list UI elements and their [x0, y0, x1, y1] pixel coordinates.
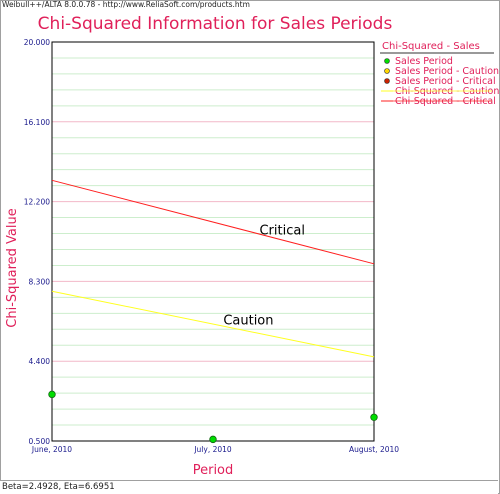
annotation-label: Critical: [259, 223, 304, 238]
y-tick-label: 4.400: [29, 357, 51, 366]
parameter-readout: Beta=2.4928, Eta=6.6951: [2, 482, 115, 492]
series-layer: [48, 179, 378, 444]
x-tick-label: August, 2010: [349, 445, 399, 454]
legend-title: Chi-Squared - Sales: [382, 41, 480, 52]
app-banner: Weibull++/ALTA 8.0.0.78 - http://www.Rel…: [2, 0, 250, 9]
legend-entry-label: Sales Period: [395, 56, 453, 67]
annotations: Critical Caution: [223, 223, 305, 328]
legend-entry-label: Chi-Squared - Critical: [395, 96, 496, 107]
chart-title: Chi-Squared Information for Sales Period…: [37, 14, 393, 34]
sales-period-point: [370, 413, 378, 421]
sales-period-point: [209, 435, 217, 444]
x-axis-title: Period: [193, 463, 234, 478]
caution-line: [51, 290, 375, 358]
y-tick-label: 0.500: [29, 437, 51, 446]
annotation-label: Caution: [223, 313, 273, 328]
plot-area-border: [51, 41, 375, 442]
legend-entry-label: Sales Period - Caution: [395, 66, 499, 77]
legend-marker: [384, 58, 390, 64]
y-tick-label: 12.200: [24, 198, 50, 207]
x-tick-label: June, 2010: [31, 445, 72, 454]
grid-layer: [52, 57, 374, 426]
y-tick-label: 8.300: [29, 277, 51, 286]
critical-line: [51, 179, 375, 265]
y-tick-label: 20.000: [24, 38, 50, 47]
legend-marker: [384, 78, 390, 84]
tick-labels: 0.500 4.400 8.300 12.200 16.100 20.000 June, 2…: [24, 38, 400, 454]
status-footer: Beta=2.4928, Eta=6.6951: [0, 480, 498, 494]
y-tick-label: 16.100: [24, 118, 50, 127]
legend-marker: [384, 68, 390, 74]
sales-period-point: [48, 390, 56, 399]
x-tick-label: July, 2010: [193, 445, 232, 454]
y-axis-title: Chi-Squared Value: [5, 208, 20, 327]
legend-entry-label: Sales Period - Critical: [395, 76, 496, 87]
legend-entry-label: Chi-Squared - Caution: [395, 86, 499, 97]
